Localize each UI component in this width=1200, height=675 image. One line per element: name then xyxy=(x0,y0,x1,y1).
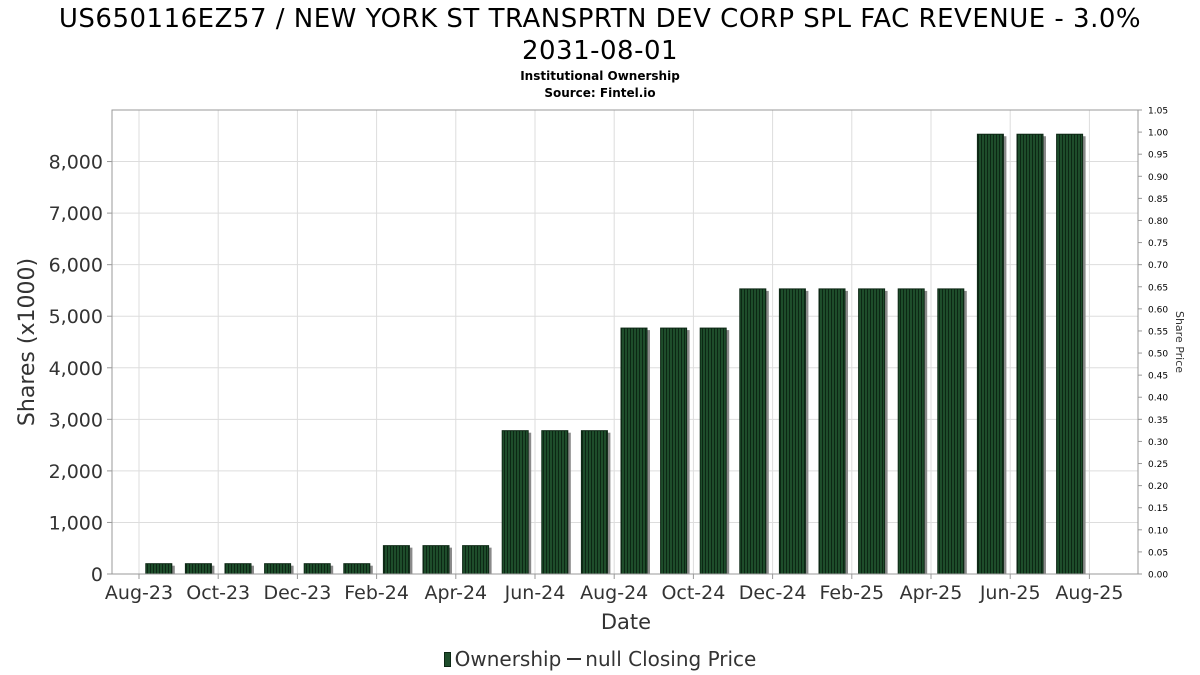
legend-price: null Closing Price xyxy=(585,647,757,671)
y-tick-label: 2,000 xyxy=(49,461,103,483)
ownership-bar xyxy=(858,288,886,575)
ownership-bar xyxy=(818,288,846,575)
x-tick-label: Dec-23 xyxy=(263,582,331,604)
y2-tick-label: 0.05 xyxy=(1148,548,1168,558)
x-tick-label: Feb-25 xyxy=(819,582,884,604)
x-axis-title: Date xyxy=(601,610,651,634)
ownership-swatch-icon xyxy=(443,652,451,667)
y2-tick-label: 0.10 xyxy=(1148,526,1168,536)
plot-frame xyxy=(111,109,1139,575)
y2-tick-label: 1.05 xyxy=(1148,107,1168,117)
x-tick-label: Aug-23 xyxy=(105,582,173,604)
y2-tick-label: 0.20 xyxy=(1148,482,1168,492)
x-tick-label: Oct-23 xyxy=(186,582,250,604)
ownership-bar xyxy=(897,288,925,575)
y-tick-label: 0 xyxy=(91,564,103,586)
y2-tick-label: 0.85 xyxy=(1148,195,1168,205)
y-tick-label: 5,000 xyxy=(49,306,103,328)
ownership-bar xyxy=(343,563,371,575)
ownership-bar xyxy=(382,545,410,575)
ownership-bar xyxy=(620,327,648,575)
ownership-bar xyxy=(976,133,1004,575)
x-tick-label: Dec-24 xyxy=(739,582,807,604)
y2-tick-label: 0.55 xyxy=(1148,327,1168,337)
price-line-icon xyxy=(567,658,582,660)
y-tick-label: 1,000 xyxy=(49,512,103,534)
y2-tick-label: 0.15 xyxy=(1148,504,1168,514)
ownership-bar xyxy=(145,563,173,575)
y2-tick-label: 0.25 xyxy=(1148,460,1168,470)
y2-tick-label: 0.60 xyxy=(1148,305,1168,315)
ownership-bar xyxy=(501,430,529,575)
y-tick-label: 4,000 xyxy=(49,358,103,380)
x-tick-label: Aug-24 xyxy=(580,582,648,604)
ownership-bar xyxy=(541,430,569,575)
y2-tick-label: 0.80 xyxy=(1148,217,1168,227)
ownership-bar xyxy=(937,288,965,575)
x-tick-label: Apr-25 xyxy=(900,582,963,604)
y2-tick-label: 0.70 xyxy=(1148,261,1168,271)
x-tick-label: Oct-24 xyxy=(661,582,725,604)
x-tick-label: Jun-25 xyxy=(979,582,1041,604)
legend-ownership: Ownership xyxy=(454,647,562,671)
y2-tick-label: 0.00 xyxy=(1148,571,1168,581)
x-tick-label: Jun-24 xyxy=(504,582,566,604)
ownership-bar xyxy=(778,288,806,575)
ownership-bar xyxy=(224,563,252,575)
y-tick-label: 6,000 xyxy=(49,255,103,277)
y2-tick-label: 0.40 xyxy=(1148,394,1168,404)
y-tick-label: 7,000 xyxy=(49,203,103,225)
y2-tick-label: 0.65 xyxy=(1148,283,1168,293)
ownership-bar xyxy=(660,327,688,575)
ownership-bar xyxy=(462,545,490,575)
chart-title-line1: US650116EZ57 / NEW YORK ST TRANSPRTN DEV… xyxy=(58,4,1142,34)
chart-subtitle-source: Source: Fintel.io xyxy=(544,86,656,100)
x-tick-label: Aug-25 xyxy=(1055,582,1123,604)
y2-tick-label: 0.35 xyxy=(1148,416,1168,426)
legend: Ownership null Closing Price xyxy=(0,647,1200,671)
y2-tick-label: 1.00 xyxy=(1148,129,1168,139)
ownership-bar xyxy=(1016,133,1044,575)
ownership-bar xyxy=(1056,133,1084,575)
y2-tick-label: 0.95 xyxy=(1148,151,1168,161)
y-axis-title: Shares (x1000) xyxy=(15,258,40,426)
chart-subtitle-ownership: Institutional Ownership xyxy=(520,69,680,83)
y2-tick-label: 0.45 xyxy=(1148,372,1168,382)
ownership-bar xyxy=(264,563,292,575)
chart-title-line2: 2031-08-01 xyxy=(521,36,679,66)
ownership-bar xyxy=(739,288,767,575)
y2-axis-title: Share Price xyxy=(1173,311,1186,373)
y2-tick-label: 0.30 xyxy=(1148,438,1168,448)
ownership-bar xyxy=(303,563,331,575)
x-tick-label: Apr-24 xyxy=(424,582,487,604)
y2-tick-label: 0.90 xyxy=(1148,173,1168,183)
ownership-bar xyxy=(184,563,212,575)
y2-tick-label: 0.50 xyxy=(1148,350,1168,360)
y2-tick-label: 0.75 xyxy=(1148,239,1168,249)
ownership-bar xyxy=(422,545,450,575)
y-tick-label: 3,000 xyxy=(49,409,103,431)
ownership-bar xyxy=(580,430,608,575)
y-tick-label: 8,000 xyxy=(49,152,103,174)
ownership-bar xyxy=(699,327,727,575)
x-tick-label: Feb-24 xyxy=(344,582,409,604)
